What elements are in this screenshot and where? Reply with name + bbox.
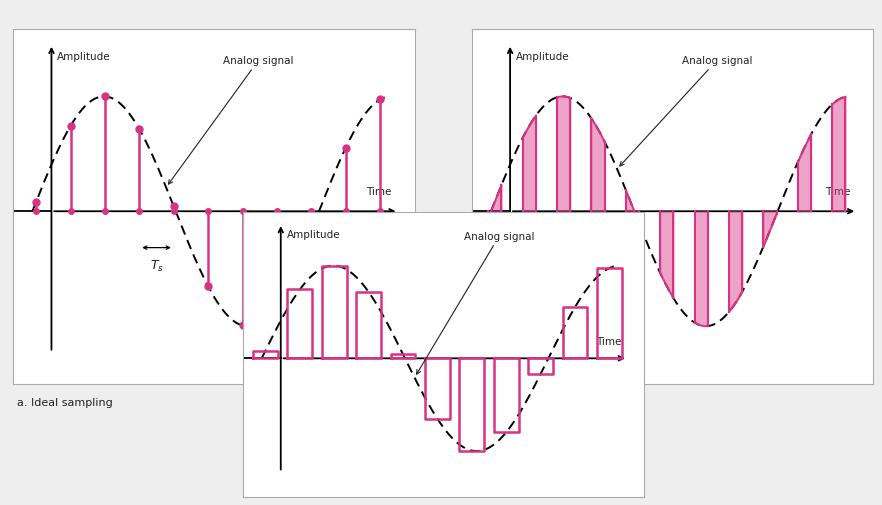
Text: Time: Time: [366, 187, 392, 196]
Text: $T_s$: $T_s$: [150, 258, 163, 273]
Text: Analog signal: Analog signal: [620, 56, 752, 167]
Text: b. Natural sampling: b. Natural sampling: [476, 397, 586, 407]
Text: Time: Time: [595, 337, 621, 347]
Text: Analog signal: Analog signal: [168, 56, 294, 185]
Text: Amplitude: Amplitude: [287, 230, 340, 240]
Text: Amplitude: Amplitude: [516, 52, 570, 62]
Text: Analog signal: Analog signal: [416, 231, 534, 374]
Text: a. Ideal sampling: a. Ideal sampling: [18, 397, 113, 407]
Text: Time: Time: [825, 187, 850, 196]
Text: Amplitude: Amplitude: [57, 52, 111, 62]
